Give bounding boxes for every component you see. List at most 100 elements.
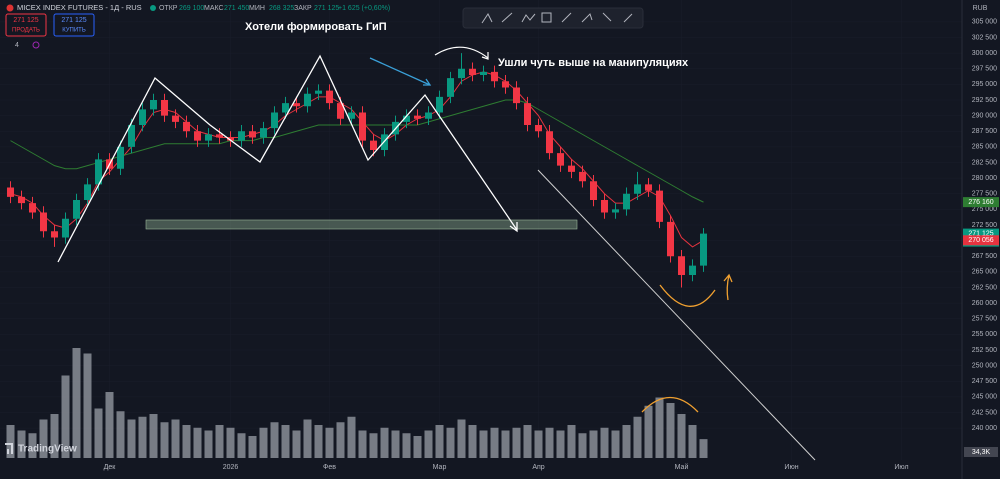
ohlc-value: 271 125 [314,5,339,12]
blue-arrow-head [423,78,432,86]
candle-body [689,265,696,275]
volume-bar [303,419,312,458]
candle-body [502,81,509,88]
tool-icon[interactable] [521,13,536,23]
sell-button[interactable] [5,13,47,37]
x-tick-label: Мар [433,464,447,471]
volume-bar [369,433,378,458]
ohlc-value: 271 450 [224,5,249,12]
drawings [57,46,816,461]
volume-bar [468,425,477,458]
volume-bar [457,419,466,458]
currency: RUB [973,5,988,12]
volume-bar [270,422,279,458]
ohlc-value: 269 100 [179,5,204,12]
tool-icon[interactable] [481,13,493,24]
moving-average [10,71,704,248]
tool-icon[interactable] [623,13,633,23]
y-tick-label: 242 500 [972,409,997,416]
volume-bar [237,433,246,458]
volume-bar [479,430,488,458]
plot [7,53,707,288]
tool-icon[interactable] [541,12,552,23]
price-tag-label: 276 160 [968,199,993,206]
y-tick-label: 247 500 [972,378,997,385]
y-tick-label: 280 000 [972,175,997,182]
indicator-count[interactable]: 4 [15,42,19,49]
volume-bar [677,414,686,458]
arc-arrow-head [481,52,489,60]
status-dot [150,5,156,11]
tool-icon[interactable] [581,13,593,23]
price-tag-label: 270 056 [968,237,993,244]
brand: TradingView [18,444,77,455]
drawing-toolbar[interactable] [462,7,644,29]
y-tick-label: 287 500 [972,128,997,135]
arrow-head [509,222,518,233]
y-tick-label: 300 000 [972,50,997,57]
volume-pane [6,348,708,458]
volume-bar [567,425,576,458]
indicator-icon[interactable] [32,41,40,49]
candle-body [491,71,498,82]
candle-body [271,112,278,129]
volume-bar [545,427,554,458]
volume-bar [182,425,191,458]
candle-body [513,87,520,104]
brand-logo [5,443,13,454]
volume-bar [424,430,433,458]
volume-bar [644,405,653,458]
y-tick-label: 265 000 [972,269,997,276]
volume-tag: 34,3K [972,449,991,456]
y-tick-label: 272 500 [972,222,997,229]
candle-body [381,134,388,150]
ohlc: ОТКР 269 100 МАКС 271 450 МИН 268 325 ЗАКР 271 … [159,5,339,12]
volume-bar [314,425,323,458]
y-tick-label: 305 000 [972,19,997,26]
y-tick-label: 295 000 [972,81,997,88]
candle-body [194,131,201,141]
candle-body [546,131,553,154]
ohlc-value: 268 325 [269,5,294,12]
candle-body [370,140,377,150]
candle-body [590,181,597,200]
y-tick-label: 302 500 [972,34,997,41]
candle-body [62,218,69,238]
volume-bar [501,430,510,458]
candle-body [161,100,168,116]
x-tick-label: 2026 [223,464,239,471]
buy-label[interactable]: КУПИТЬ [62,28,86,34]
trend-line [537,169,816,461]
volume-bar [204,430,213,458]
volume-bar [325,427,334,458]
candle-body [535,125,542,132]
candle-body [601,200,608,213]
sell-label[interactable]: ПРОДАТЬ [12,28,40,34]
volume-bar [127,419,136,458]
volume-bar [435,425,444,458]
volume-bar [259,427,268,458]
annotation: Хотели формировать ГиП [245,21,387,33]
candle-body [293,103,300,107]
sell-price[interactable]: 271 125 [13,17,38,24]
volume-bar [17,430,26,458]
buy-price[interactable]: 271 125 [61,17,86,24]
change: +1 625 (+0,60%) [338,5,390,12]
orange-arc-volume [641,397,699,413]
candle-body [623,193,630,210]
ohlc-key: ОТКР [159,5,178,12]
tool-icon[interactable] [501,12,513,23]
tool-icon[interactable] [602,12,612,22]
volume-bar [83,353,92,458]
candle-body [150,100,157,110]
buy-button[interactable] [53,13,95,37]
volume-bar [248,436,257,458]
y-tick-label: 260 000 [972,300,997,307]
volume-bar [589,430,598,458]
volume-bar [281,425,290,458]
volume-bar [72,348,81,458]
price-tag [963,235,999,246]
tool-icon[interactable] [561,12,572,23]
volume-bar [171,419,180,458]
candle-body [84,184,91,200]
